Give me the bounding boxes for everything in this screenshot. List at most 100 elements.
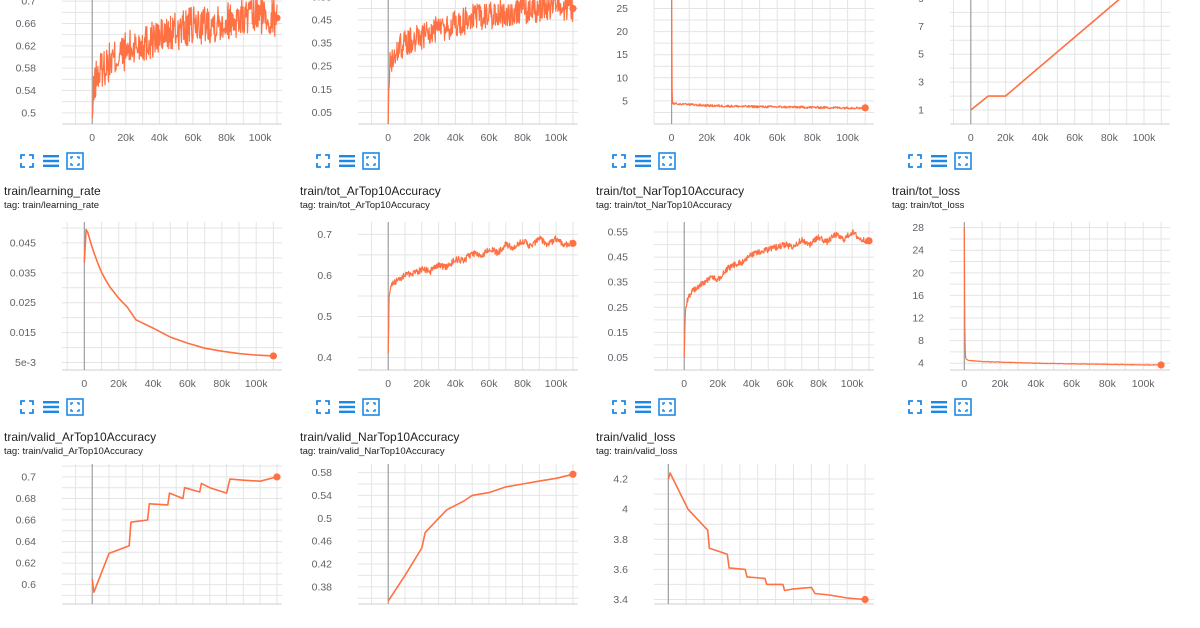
series-line xyxy=(91,476,278,593)
toggle-log-scale-icon[interactable] xyxy=(42,152,60,170)
toggle-log-scale-icon[interactable] xyxy=(634,398,652,416)
y-tick-label: 0.55 xyxy=(312,0,333,3)
line-chart[interactable]: 0.05 0.15 0.25 0.35 0.45 0.55 0 20k 40k 60k 80k 100… xyxy=(296,0,586,148)
y-tick-label: 0.68 xyxy=(16,493,37,505)
line-chart[interactable]: 0.4 0.5 0.6 0.7 0 20k 40k 60k 80k 100k xyxy=(296,222,586,394)
expand-icon[interactable] xyxy=(314,398,332,416)
x-tick-label: 40k xyxy=(447,132,465,144)
last-point-marker xyxy=(569,239,577,247)
x-tick-label: 0 xyxy=(961,378,967,390)
y-tick-label: 5 xyxy=(622,95,628,107)
toggle-log-scale-icon[interactable] xyxy=(338,152,356,170)
toggle-log-scale-icon[interactable] xyxy=(930,398,948,416)
y-tick-label: 16 xyxy=(912,290,924,302)
expand-icon[interactable] xyxy=(610,152,628,170)
y-tick-label: 4.2 xyxy=(613,474,628,486)
expand-icon[interactable] xyxy=(906,398,924,416)
line-chart[interactable]: 4 8 12 16 20 24 28 0 20k 40k 60k 80k 100k xyxy=(888,222,1178,394)
x-tick-label: 100k xyxy=(249,132,273,144)
line-chart[interactable]: 0.5 0.54 0.58 0.62 0.66 0.7 0 20k 40k 60k 80k 100k xyxy=(0,0,290,148)
toggle-log-scale-icon[interactable] xyxy=(634,152,652,170)
x-tick-label: 60k xyxy=(769,132,787,144)
expand-icon[interactable] xyxy=(610,398,628,416)
expand-icon[interactable] xyxy=(18,152,36,170)
x-tick-label: 60k xyxy=(777,378,795,390)
fit-domain-icon[interactable] xyxy=(658,152,676,170)
y-tick-label: 3 xyxy=(918,77,924,89)
expand-icon[interactable] xyxy=(18,398,36,416)
line-chart[interactable]: 0.05 0.15 0.25 0.35 0.45 0.55 0 20k 40k 60k 80k 100… xyxy=(592,222,882,394)
fit-domain-icon[interactable] xyxy=(658,398,676,416)
line-chart[interactable]: 0.6 0.62 0.64 0.66 0.68 0.7 xyxy=(0,464,290,628)
x-tick-label: 80k xyxy=(1099,378,1117,390)
y-tick-label: 0.6 xyxy=(21,579,36,591)
fit-domain-icon[interactable] xyxy=(66,152,84,170)
x-tick-label: 100k xyxy=(545,378,569,390)
y-tick-label: 5 xyxy=(918,49,924,61)
x-tick-label: 20k xyxy=(117,132,135,144)
y-tick-label: 0.62 xyxy=(16,40,37,52)
line-chart[interactable]: 3.43.63.844.2 xyxy=(592,464,882,628)
last-point-marker xyxy=(269,352,278,360)
y-tick-label: 0.58 xyxy=(312,467,333,479)
scalars-chart-grid: 0.5 0.54 0.58 0.62 0.66 0.7 0 20k 40k 60k 80k 100k 0… xyxy=(0,0,1178,606)
line-chart[interactable]: 5 10 15 20 25 0 20k 40k 60k 80k 100k xyxy=(592,0,882,148)
y-tick-label: 0.66 xyxy=(16,18,37,30)
x-tick-label: 60k xyxy=(481,132,499,144)
x-tick-label: 40k xyxy=(151,132,169,144)
fit-domain-icon[interactable] xyxy=(66,398,84,416)
y-tick-label: 0.05 xyxy=(312,107,333,119)
y-tick-label: 25 xyxy=(616,3,628,15)
toggle-log-scale-icon[interactable] xyxy=(338,398,356,416)
x-tick-label: 60k xyxy=(481,378,499,390)
y-tick-label: 0.62 xyxy=(16,558,37,570)
y-tick-label: 28 xyxy=(912,222,924,234)
x-tick-label: 0 xyxy=(968,132,974,144)
y-tick-label: 0.54 xyxy=(16,85,37,97)
y-tick-label: 0.035 xyxy=(10,267,36,279)
toggle-log-scale-icon[interactable] xyxy=(930,152,948,170)
line-chart[interactable]: 1 3 5 7 9 0 20k 40k 60k 80k 100k xyxy=(888,0,1178,148)
x-tick-label: 0 xyxy=(385,378,391,390)
y-tick-label: 0.6 xyxy=(317,270,332,282)
y-tick-label: 0.46 xyxy=(312,536,333,548)
x-tick-label: 20k xyxy=(413,132,431,144)
y-tick-label: 3.8 xyxy=(613,534,628,546)
y-tick-label: 20 xyxy=(616,26,628,38)
y-tick-label: 8 xyxy=(918,335,924,347)
x-tick-label: 40k xyxy=(447,378,465,390)
y-tick-label: 0.54 xyxy=(312,490,333,502)
expand-icon[interactable] xyxy=(314,152,332,170)
y-tick-label: 15 xyxy=(616,49,628,61)
expand-icon[interactable] xyxy=(906,152,924,170)
y-tick-label: 0.7 xyxy=(317,229,332,241)
chart-tag: tag: train/tot_ArTop10Accuracy xyxy=(300,200,430,211)
y-tick-label: 0.35 xyxy=(312,38,333,50)
last-point-marker xyxy=(861,104,869,112)
last-point-marker xyxy=(861,595,869,604)
x-tick-label: 80k xyxy=(810,378,828,390)
series-line xyxy=(387,0,574,125)
y-tick-label: 0.38 xyxy=(312,581,333,593)
x-tick-label: 20k xyxy=(997,132,1015,144)
y-tick-label: 4 xyxy=(622,504,628,516)
y-tick-label: 0.45 xyxy=(312,15,333,27)
fit-domain-icon[interactable] xyxy=(362,398,380,416)
y-tick-label: 0.15 xyxy=(608,327,629,339)
last-point-marker xyxy=(1157,361,1165,369)
y-tick-label: 0.015 xyxy=(10,327,36,339)
line-chart[interactable]: 0.38 0.42 0.46 0.5 0.54 0.58 xyxy=(296,464,586,628)
x-tick-label: 20k xyxy=(413,378,431,390)
last-point-marker xyxy=(865,237,873,245)
series-line xyxy=(667,472,866,601)
y-tick-label: 12 xyxy=(912,313,924,325)
line-chart[interactable]: 5e-3 0.015 0.025 0.035 0.045 0 20k 40k 60k 80k 100… xyxy=(0,222,290,394)
fit-domain-icon[interactable] xyxy=(954,152,972,170)
y-tick-label: 0.15 xyxy=(312,84,333,96)
x-tick-label: 0 xyxy=(89,132,95,144)
fit-domain-icon[interactable] xyxy=(954,398,972,416)
y-tick-label: 0.66 xyxy=(16,515,37,527)
chart-tag: tag: train/tot_loss xyxy=(892,200,965,211)
fit-domain-icon[interactable] xyxy=(362,152,380,170)
toggle-log-scale-icon[interactable] xyxy=(42,398,60,416)
